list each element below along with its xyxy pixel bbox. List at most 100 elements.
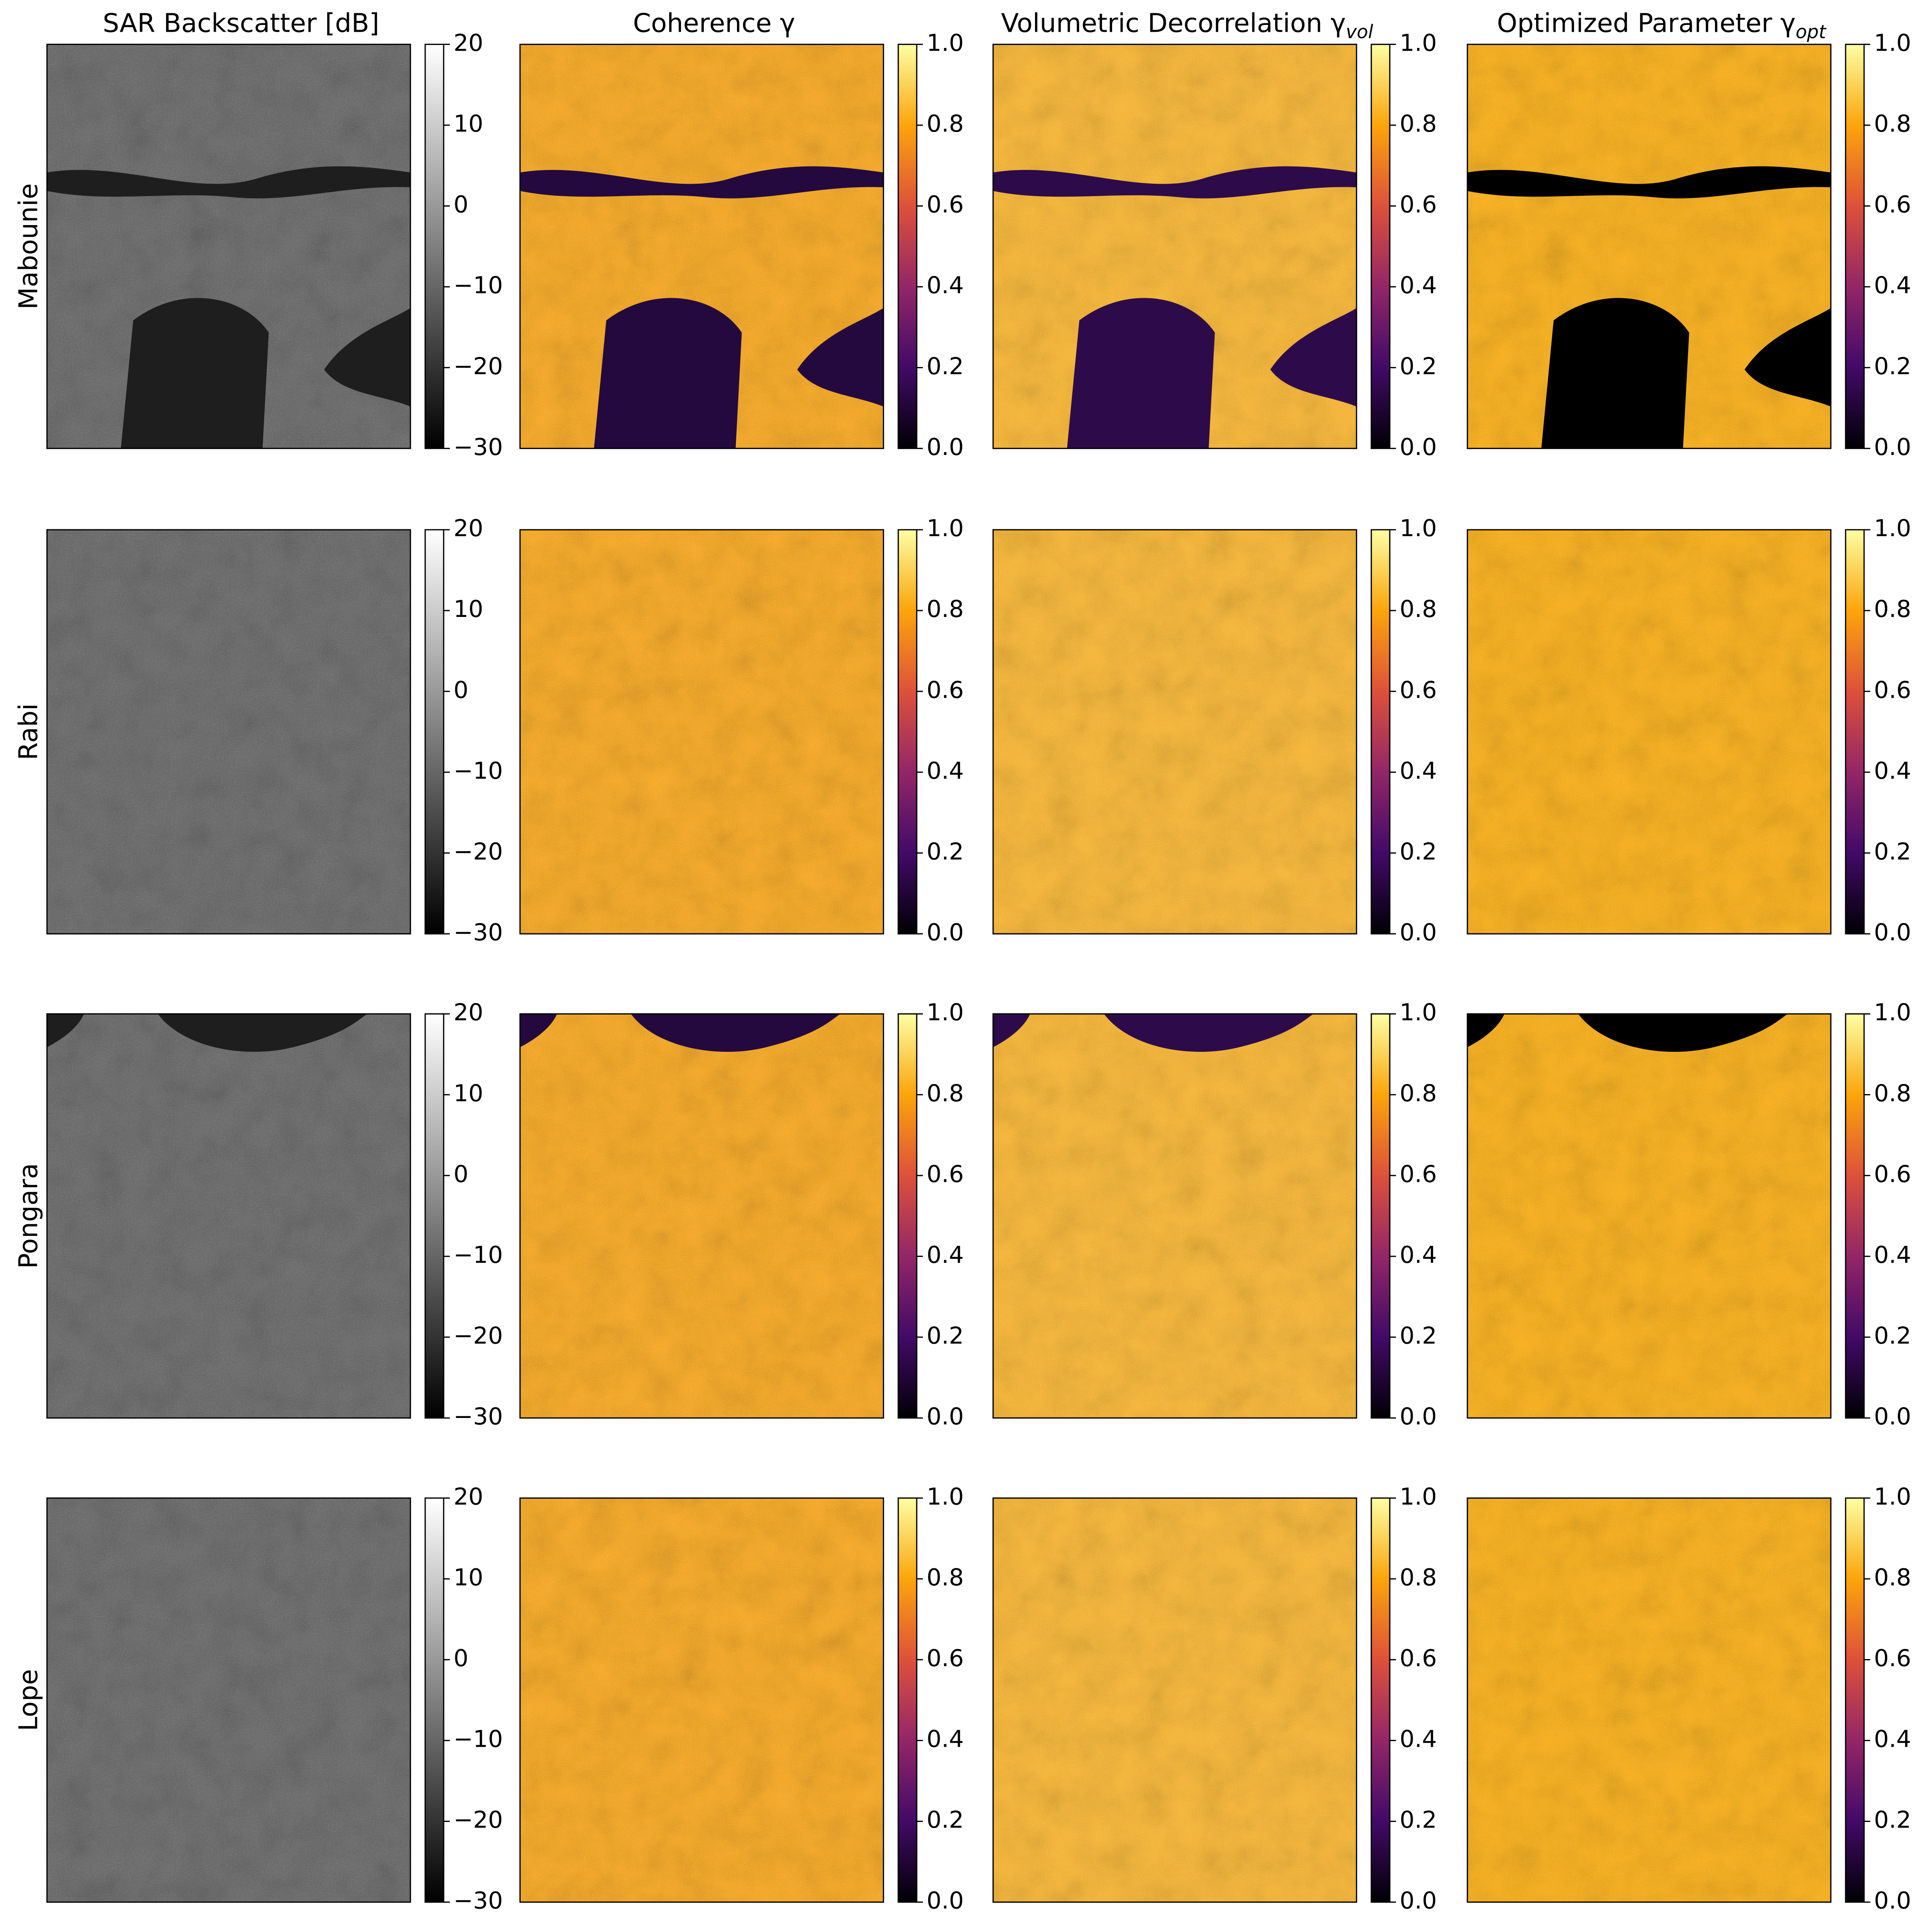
colorbar-tick-label: 0.2 (1399, 352, 1437, 380)
colorbar-tick-label: 0.0 (926, 433, 964, 461)
column-title: Volumetric Decorrelation γvol (1001, 8, 1373, 43)
image-texture-fine (1467, 1014, 1831, 1418)
colorbar-tick-label: 20 (453, 29, 483, 56)
colorbar-tick-label: 0.8 (926, 110, 964, 137)
image-frame (46, 1497, 411, 1903)
image-frame (46, 1013, 411, 1419)
title-subscript: opt (1796, 21, 1827, 43)
image-feature (47, 1014, 84, 1047)
title-text: Coherence γ (633, 8, 795, 39)
colorbar-tick-label: 0.4 (1874, 1725, 1912, 1753)
image-feature (47, 166, 411, 199)
colorbar-tick-label: 1.0 (926, 1483, 964, 1510)
image-feature (1744, 308, 1831, 407)
image-feature (1104, 1014, 1313, 1052)
colorbar-tick-label: −20 (453, 838, 503, 865)
colorbar-tick-label: 0.0 (926, 919, 964, 946)
colorbar-tick-label: 0.4 (1399, 272, 1437, 299)
colorbar-tick-label: 0.0 (1874, 1887, 1912, 1914)
image-feature (993, 166, 1357, 199)
colorbar-tick-label: 0.2 (1399, 1322, 1437, 1349)
colorbar-tick-label: 0.4 (1874, 757, 1912, 784)
colorbar-tick-label: 0.8 (1874, 1563, 1912, 1591)
colorbar-tick-label: 0.0 (926, 1403, 964, 1430)
column-title: Coherence γ (633, 8, 795, 39)
colorbar-tick-label: 0.2 (1399, 1806, 1437, 1834)
image-feature (520, 166, 884, 199)
colorbar-tick-label: 0.4 (1874, 272, 1912, 299)
colorbar (1371, 529, 1391, 934)
colorbar-tick-label: 0.2 (926, 1806, 964, 1834)
colorbar (897, 1013, 918, 1419)
colorbar-tick-label: 1.0 (926, 29, 964, 56)
colorbar-tick-label: 0.8 (1399, 110, 1437, 137)
colorbar (424, 43, 445, 449)
colorbar-tick-label: −30 (453, 1403, 503, 1430)
image-frame (1467, 43, 1832, 449)
colorbar-tick-label: 0.6 (926, 676, 964, 703)
image-texture-fine (520, 1014, 884, 1418)
image-feature (594, 298, 742, 449)
colorbar-tick-label: 0 (453, 1645, 468, 1672)
colorbar-tick-label: 1.0 (926, 999, 964, 1026)
colorbar-tick-label: 0.2 (926, 838, 964, 865)
title-text: SAR Backscatter [dB] (103, 8, 379, 39)
colorbar-tick-label: −20 (453, 352, 503, 380)
colorbar-tick-label: 0.4 (1874, 1241, 1912, 1268)
colorbar-tick-label: 0.0 (1874, 433, 1912, 461)
image-texture-fine (520, 530, 884, 934)
image-frame (519, 43, 884, 449)
image-frame (1467, 1497, 1832, 1903)
image-texture-fine (993, 1498, 1357, 1902)
colorbar (1845, 1497, 1865, 1903)
colorbar-tick-label: 20 (453, 1483, 483, 1510)
image-texture-fine (47, 530, 411, 934)
colorbar-tick-label: 0.0 (1399, 1887, 1437, 1914)
colorbar (1845, 529, 1865, 934)
colorbar-tick-label: 0.6 (926, 1645, 964, 1672)
colorbar-tick-label: 0.2 (1399, 838, 1437, 865)
colorbar-tick-label: 0.4 (926, 272, 964, 299)
colorbar-tick-label: 1.0 (1874, 1483, 1912, 1510)
colorbar (424, 529, 445, 934)
colorbar (897, 43, 918, 449)
colorbar (1845, 1013, 1865, 1419)
image-feature (1541, 298, 1689, 449)
colorbar-tick-label: −20 (453, 1806, 503, 1834)
colorbar-tick-label: 0.8 (926, 1080, 964, 1107)
colorbar-tick-label: 1.0 (1399, 514, 1437, 542)
colorbar-tick-label: 1.0 (1399, 1483, 1437, 1510)
image-frame (1467, 529, 1832, 934)
colorbar-tick-label: 0.8 (926, 1563, 964, 1591)
row-label: Rabi (13, 703, 43, 760)
colorbar (424, 1013, 445, 1419)
colorbar-tick-label: 20 (453, 999, 483, 1026)
image-frame (46, 43, 411, 449)
image-feature (631, 1014, 840, 1052)
image-frame (46, 529, 411, 934)
image-frame (992, 1497, 1357, 1903)
colorbar-tick-label: 0.6 (1399, 676, 1437, 703)
colorbar-tick-label: 0.2 (1874, 838, 1912, 865)
colorbar-tick-label: 0.6 (926, 191, 964, 218)
colorbar-tick-label: 0.4 (1399, 757, 1437, 784)
colorbar-tick-label: 0.6 (1399, 1160, 1437, 1188)
colorbar-tick-label: 0 (453, 1160, 468, 1188)
colorbar (1371, 1013, 1391, 1419)
colorbar-tick-label: −20 (453, 1322, 503, 1349)
colorbar-tick-label: 0.0 (1874, 1403, 1912, 1430)
colorbar-tick-label: 0.4 (1399, 1725, 1437, 1753)
colorbar (1845, 43, 1865, 449)
colorbar-tick-label: −30 (453, 919, 503, 946)
colorbar-tick-label: 0.2 (1874, 352, 1912, 380)
image-texture-fine (993, 1014, 1357, 1418)
colorbar-tick-label: 0.8 (1399, 1563, 1437, 1591)
colorbar-tick-label: 0 (453, 676, 468, 703)
colorbar-tick-label: 1.0 (1399, 999, 1437, 1026)
colorbar-tick-label: 0.6 (1874, 191, 1912, 218)
image-feature (1578, 1014, 1788, 1052)
colorbar-tick-label: 0.8 (1399, 1080, 1437, 1107)
image-texture-fine (1467, 1498, 1831, 1902)
image-texture-fine (520, 1498, 884, 1902)
